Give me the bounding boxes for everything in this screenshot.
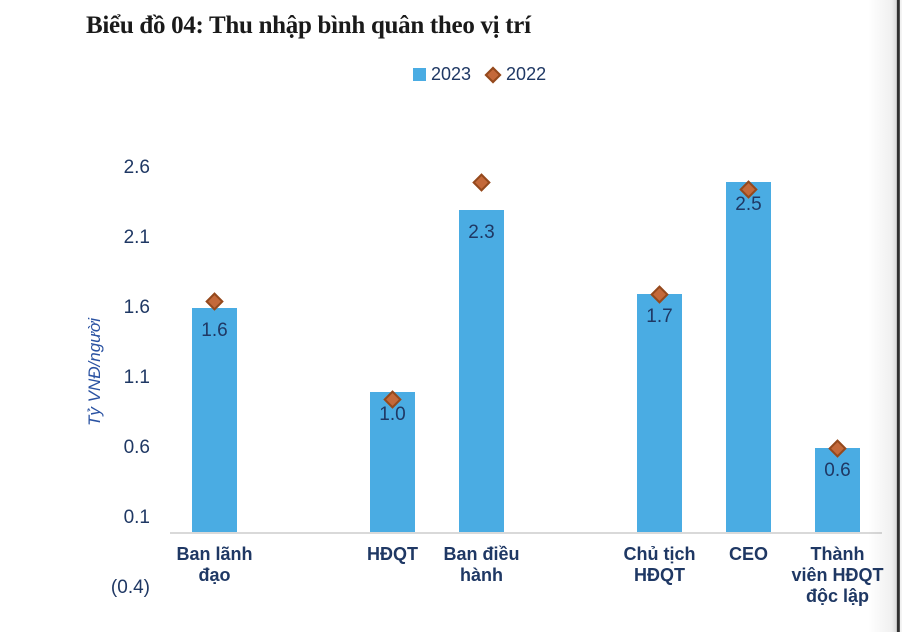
x-axis-label-line: CEO: [728, 544, 768, 564]
y-tick-label: 2.1: [123, 227, 150, 248]
bar-2023: [726, 182, 771, 532]
x-axis-label-line: Ban điều: [443, 544, 520, 564]
x-axis-label: Ban lãnh đạo: [153, 544, 277, 586]
x-axis-label-line: đạo: [198, 565, 231, 585]
legend-square-icon: [413, 68, 426, 81]
bar-value-label: 1.0: [379, 404, 406, 425]
legend-item-2022: 2022: [484, 64, 547, 85]
bar-2023: [815, 448, 860, 532]
bar-value-label: 2.3: [468, 222, 495, 243]
bar-2023: [370, 392, 415, 532]
x-axis-label-line: hành: [460, 565, 503, 585]
chart-title: Biểu đồ 04: Thu nhập bình quân theo vị t…: [86, 12, 531, 39]
bar-value-label: 1.6: [201, 320, 228, 341]
y-tick-label: 1.1: [123, 367, 150, 388]
bar-value-label: 2.5: [735, 194, 762, 215]
bar-2023: [192, 308, 237, 532]
y-tick-label: 0.6: [123, 437, 150, 458]
x-axis-label-line: Ban lãnh: [176, 544, 253, 564]
y-tick-label: 2.6: [123, 157, 150, 178]
bar-value-label: 1.7: [646, 306, 673, 327]
x-axis-label: Ban điều hành: [420, 544, 544, 586]
x-axis-label-line: Chủ tịch: [623, 544, 696, 564]
x-axis-label: Thành viên HĐQT độc lập: [776, 544, 900, 607]
x-axis-line: [170, 532, 882, 534]
x-axis-label-line: Thành: [810, 544, 865, 564]
legend-label-2022: 2022: [506, 64, 547, 84]
x-axis-label-line: viên HĐQT: [791, 565, 884, 585]
x-axis-label: Chủ tịch HĐQT: [598, 544, 722, 586]
legend-label-2023: 2023: [431, 64, 472, 84]
y-tick-label: 1.6: [123, 297, 150, 318]
bar-2023: [459, 210, 504, 532]
x-axis-label-line: độc lập: [805, 586, 869, 606]
diamond-marker-2022: [472, 172, 491, 192]
y-tick-label: (0.4): [110, 577, 150, 598]
x-axis-label: CEO: [687, 544, 811, 565]
legend-item-2023: 2023: [413, 64, 471, 85]
chart-legend: 2023 2022: [413, 63, 546, 86]
x-axis-label-line: HĐQT: [367, 544, 418, 564]
bar-value-label: 0.6: [824, 460, 851, 481]
x-axis-label: HĐQT: [331, 544, 455, 565]
y-tick-label: 0.1: [123, 507, 150, 528]
bar-2023: [637, 294, 682, 532]
x-axis-label-line: HĐQT: [634, 565, 685, 585]
